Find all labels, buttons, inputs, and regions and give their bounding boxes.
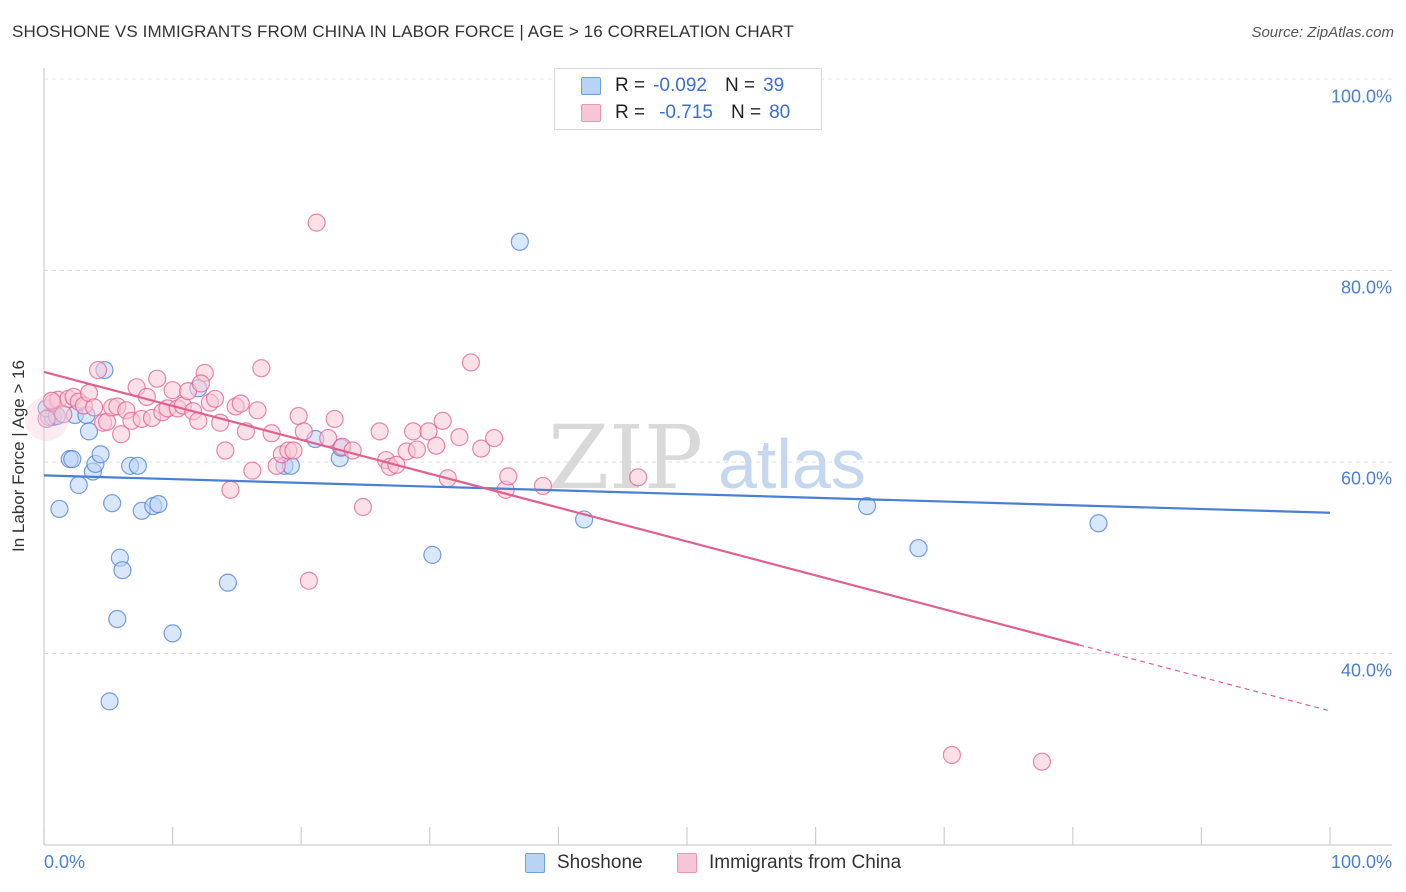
china-point xyxy=(485,428,504,448)
shoshone-point xyxy=(69,475,88,495)
china-point xyxy=(112,425,131,444)
china-point xyxy=(252,359,271,378)
shoshone-point xyxy=(909,539,928,558)
china-point xyxy=(499,467,518,486)
chart-title: SHOSHONE VS IMMIGRANTS FROM CHINA IN LAB… xyxy=(12,22,794,41)
shoshone-trend-line xyxy=(43,474,1331,514)
legend-r-value: -0.715 xyxy=(659,102,713,123)
china-point xyxy=(1032,752,1052,771)
legend-n-label: N = xyxy=(724,75,756,96)
china-point xyxy=(353,497,373,517)
shoshone-point xyxy=(113,561,132,580)
legend-label-china: Immigrants from China xyxy=(709,852,902,873)
legend-r-value: -0.092 xyxy=(653,75,707,96)
china-point xyxy=(942,745,962,765)
legend-swatch-pink xyxy=(581,104,601,122)
axes xyxy=(43,68,1392,846)
china-point xyxy=(370,422,389,441)
china-point xyxy=(403,422,423,441)
series-legend: Shoshone Immigrants from China xyxy=(0,852,1406,878)
china-point xyxy=(407,440,427,459)
china-point xyxy=(88,360,108,380)
trend-lines xyxy=(43,370,1331,712)
legend-swatch-china xyxy=(677,853,697,873)
china-point xyxy=(450,428,469,447)
china-point xyxy=(231,394,250,413)
y-axis-label: In Labor Force | Age > 16 xyxy=(9,359,28,553)
legend-item-china[interactable]: Immigrants from China xyxy=(677,852,901,874)
shoshone-point xyxy=(857,496,877,516)
china-point xyxy=(433,411,452,430)
china-point xyxy=(325,409,344,429)
y-tick-label: 60.0% xyxy=(1340,468,1392,489)
china-point xyxy=(216,441,235,460)
china-point xyxy=(472,439,491,458)
china-point xyxy=(284,441,303,460)
shoshone-point xyxy=(108,609,127,629)
china-point xyxy=(427,436,446,455)
shoshone-point xyxy=(79,422,99,441)
china-point xyxy=(221,480,240,499)
legend-row-china: R = -0.715 N = 80 xyxy=(581,101,790,125)
china-point xyxy=(294,422,313,441)
shoshone-point xyxy=(50,499,69,519)
legend-r-label: R = xyxy=(615,102,646,123)
legend-r-label: R = xyxy=(615,75,646,96)
china-point xyxy=(289,406,308,426)
y-tick-label: 80.0% xyxy=(1340,277,1392,298)
gridlines xyxy=(44,78,1392,654)
shoshone-point xyxy=(128,456,147,475)
china-point xyxy=(163,381,182,400)
legend-n-value: 39 xyxy=(763,75,785,96)
shoshone-point xyxy=(63,450,82,469)
china-point xyxy=(248,401,267,420)
china-point xyxy=(85,398,104,417)
china-point xyxy=(299,571,319,590)
china-points xyxy=(24,213,1052,771)
shoshone-point xyxy=(1089,514,1108,533)
legend-row-shoshone: R = -0.092 N = 39 xyxy=(581,74,784,98)
watermark-atlas: atlas xyxy=(718,425,866,503)
china-point xyxy=(42,391,61,410)
china-point xyxy=(148,369,167,388)
china-point xyxy=(243,461,262,480)
watermark: ZIP atlas xyxy=(548,406,866,509)
china-point xyxy=(419,422,438,441)
china-point xyxy=(205,389,225,408)
y-tick-label: 40.0% xyxy=(1340,660,1392,681)
china-point xyxy=(461,353,481,372)
china-point xyxy=(37,409,56,429)
chart-source: Source: ZipAtlas.com xyxy=(1251,24,1394,41)
china-trend-line xyxy=(43,370,1080,646)
legend-swatch-blue xyxy=(581,77,601,95)
correlation-legend: R = -0.092 N = 39 R = -0.715 N = 80 xyxy=(554,68,822,130)
legend-n-value: 80 xyxy=(769,102,791,123)
shoshone-point xyxy=(149,495,168,514)
china-point xyxy=(343,441,362,460)
china-point xyxy=(307,213,326,232)
legend-swatch-shoshone xyxy=(525,853,545,873)
y-tick-label: 100.0% xyxy=(1330,86,1392,107)
legend-item-shoshone[interactable]: Shoshone xyxy=(525,852,643,874)
china-trend-extension xyxy=(1079,644,1331,712)
shoshone-point xyxy=(218,573,237,592)
shoshone-point xyxy=(163,624,182,643)
shoshone-point xyxy=(103,494,122,513)
x-tick-label-min: 0.0% xyxy=(44,852,86,872)
shoshone-point xyxy=(91,445,110,464)
legend-n-label: N = xyxy=(730,102,762,123)
china-point xyxy=(533,476,553,496)
x-tick-label-max: 100.0% xyxy=(1330,852,1392,872)
china-point xyxy=(191,374,210,393)
china-point xyxy=(629,468,648,487)
china-point-cluster xyxy=(24,396,69,441)
shoshone-point xyxy=(423,545,442,564)
shoshone-point xyxy=(510,232,529,251)
shoshone-point xyxy=(100,692,119,711)
legend-label-shoshone: Shoshone xyxy=(557,852,643,873)
